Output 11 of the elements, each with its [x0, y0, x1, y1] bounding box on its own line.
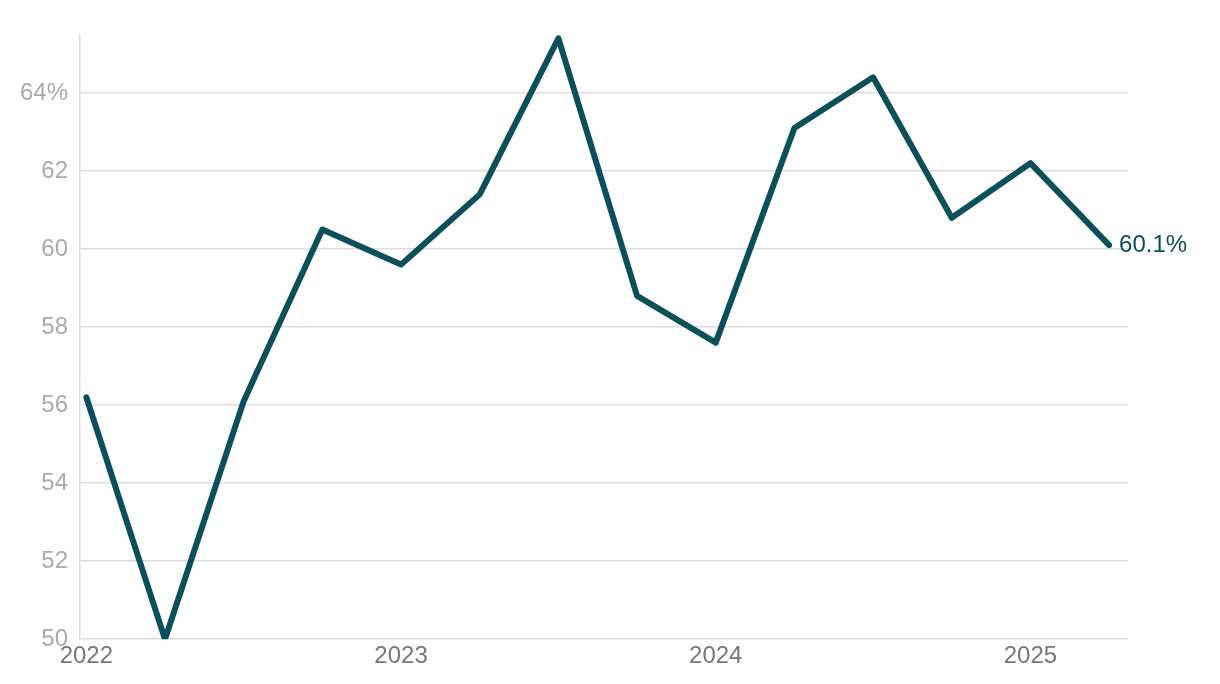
y-tick-label: 54	[41, 467, 69, 495]
y-tick-label: 64%	[19, 77, 69, 105]
y-tick-label: 56	[41, 389, 69, 417]
annotation: 60.1%	[1119, 229, 1188, 257]
y-tick-label: 58	[41, 311, 69, 339]
y-tick-label: 52	[41, 545, 69, 573]
x-tick-label: 2023	[374, 641, 428, 669]
y-tick-label: 60	[41, 233, 69, 261]
x-tick-label: 2024	[689, 641, 743, 669]
x-tick-label: 2025	[1003, 641, 1058, 669]
y-tick-label: 62	[41, 155, 69, 183]
